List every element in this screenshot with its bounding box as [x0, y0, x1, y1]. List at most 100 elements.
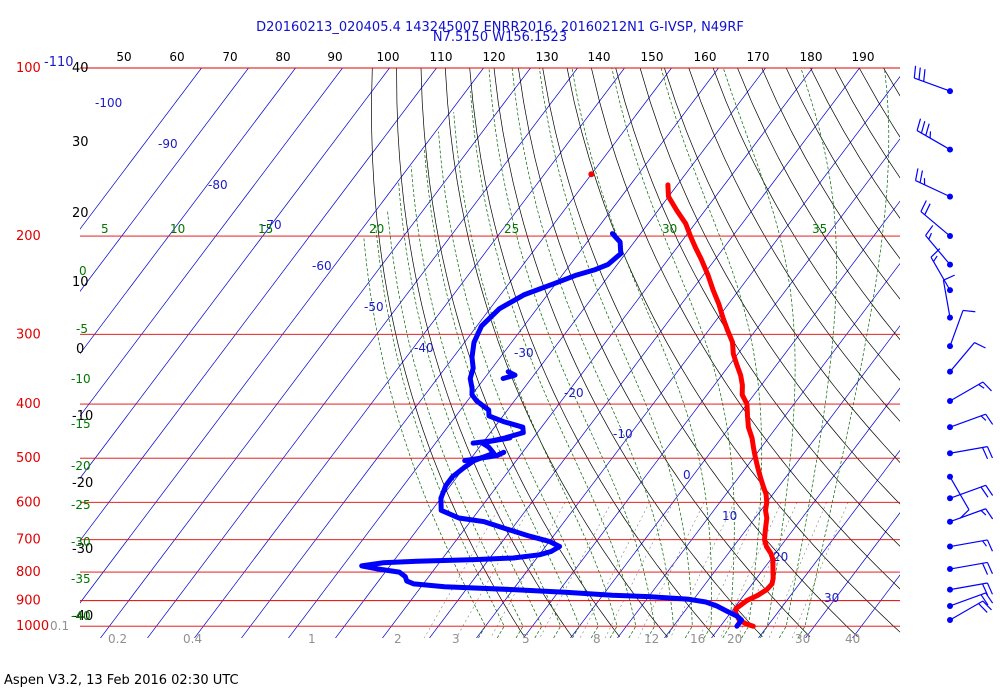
dry-adiabat-line — [785, 68, 900, 260]
wind-barb-flag — [981, 583, 989, 596]
top-theta-label: 170 — [747, 50, 770, 64]
chart-subtitle: N7.5150 W156.1523 — [432, 30, 568, 45]
wind-barb — [930, 248, 953, 294]
moist-adiabat-line — [398, 181, 543, 638]
wind-barb-shaft — [949, 484, 986, 499]
dry-adiabat-line — [712, 68, 900, 381]
mixing-ratio-label: 3 — [452, 632, 460, 646]
isotherm-label: -30 — [514, 346, 534, 360]
wind-barb-flag — [985, 592, 994, 604]
mixing-ratio-label: 20 — [727, 632, 742, 646]
wind-barb-shaft — [914, 77, 951, 92]
top-theta-label: 50 — [116, 50, 131, 64]
mixing-ratio-label: 30 — [795, 632, 810, 646]
wind-barb-flag — [959, 509, 970, 519]
theta-e-label: 30 — [662, 222, 677, 236]
isotherm-label: -90 — [158, 137, 178, 151]
isotherm-line — [429, 68, 860, 638]
wind-barb — [947, 309, 976, 350]
wind-barb — [914, 168, 953, 200]
isotherm-line — [288, 68, 719, 638]
wind-barb — [947, 413, 994, 431]
isotherm-line — [523, 138, 900, 638]
isotherm-line — [617, 262, 900, 638]
mixing-ratio-label: 16 — [690, 632, 705, 646]
dewpoint-spike-line — [500, 369, 518, 381]
moist-adiabat-line — [511, 68, 674, 638]
isotherm-line — [758, 449, 900, 638]
wind-barb-flag — [930, 248, 941, 258]
dry-adiabat-line — [761, 68, 900, 300]
moist-adiabat-line — [424, 149, 580, 638]
dewpoint-spike-line — [470, 435, 513, 446]
height-label: 30 — [72, 135, 89, 150]
temperature-point — [588, 171, 595, 178]
mixing-ratio-label: 2 — [394, 632, 402, 646]
wind-barb-flag — [980, 486, 989, 498]
wind-barb-flag — [923, 69, 926, 82]
dry-adiabat-line — [615, 68, 900, 547]
moist-adiabat-line — [363, 235, 486, 638]
dry-adiabat-line — [737, 68, 900, 341]
temperature-profile-line — [665, 182, 776, 629]
isotherm-line — [335, 68, 766, 638]
top-theta-label: 100 — [377, 50, 400, 64]
dry-adiabat-line — [639, 68, 900, 505]
dry-adiabat-label: -15 — [71, 417, 91, 431]
top-theta-label: 190 — [852, 50, 875, 64]
dry-adiabat-line — [469, 68, 716, 638]
wind-barb — [947, 473, 970, 519]
top-corner-label-left: -110 — [44, 55, 74, 70]
wind-barb — [916, 118, 953, 153]
moist-adiabat-line — [539, 68, 693, 638]
wind-barb-shaft — [949, 582, 988, 591]
mixing-ratio-label: 12 — [644, 632, 659, 646]
mixing-ratio-line — [638, 502, 705, 638]
dry-adiabat-line — [591, 68, 900, 590]
isotherm-line — [852, 574, 900, 638]
top-theta-label: 80 — [275, 50, 290, 64]
top-theta-label: 180 — [800, 50, 823, 64]
moist-adiabat-line — [453, 112, 618, 638]
isotherm-label: -20 — [564, 386, 584, 400]
isotherm-label: 10 — [722, 509, 737, 523]
pressure-label: 100 — [16, 61, 41, 76]
isotherm-line — [147, 68, 578, 638]
moist-adiabat-line — [611, 68, 735, 638]
wind-barb-shaft — [949, 539, 988, 548]
top-theta-label: 110 — [430, 50, 453, 64]
moist-adiabat-line — [660, 68, 763, 638]
wind-barb-shaft — [942, 280, 951, 318]
wind-barb-shaft — [949, 561, 988, 570]
wind-barb-shaft — [949, 600, 984, 621]
dry-adiabat-line — [371, 68, 525, 637]
dry-adiabat-label: -20 — [71, 459, 91, 473]
dry-adiabat-line — [493, 68, 763, 638]
mixing-ratio-line — [579, 502, 650, 638]
wind-barb-shaft — [920, 211, 951, 237]
isotherm-line — [241, 68, 672, 638]
wind-barb-flag — [982, 540, 987, 547]
wind-barb-flag — [981, 447, 989, 460]
mixing-ratio-label: 8 — [593, 632, 601, 646]
wind-barb-flag — [918, 67, 921, 80]
dry-adiabat-label: 0 — [79, 264, 87, 278]
footer-text: Aspen V3.2, 13 Feb 2016 02:30 UTC — [4, 673, 239, 688]
dry-adiabat-line — [688, 68, 900, 422]
dry-adiabat-label: 10 — [170, 222, 185, 236]
wind-barb-shaft — [930, 256, 951, 291]
dry-adiabat-line — [396, 68, 573, 637]
dry-adiabat-line — [810, 68, 900, 219]
wind-barb-flag — [985, 413, 994, 425]
wind-barb-shaft — [949, 476, 970, 511]
wind-barb-flag — [925, 123, 930, 136]
wind-barb — [947, 539, 994, 552]
wind-barb — [947, 582, 994, 596]
wind-barbs — [913, 65, 994, 624]
isotherm-label: -70 — [262, 218, 282, 232]
isotherm-line — [80, 68, 296, 355]
sounding-profiles — [359, 171, 776, 629]
wind-barb — [947, 508, 994, 525]
